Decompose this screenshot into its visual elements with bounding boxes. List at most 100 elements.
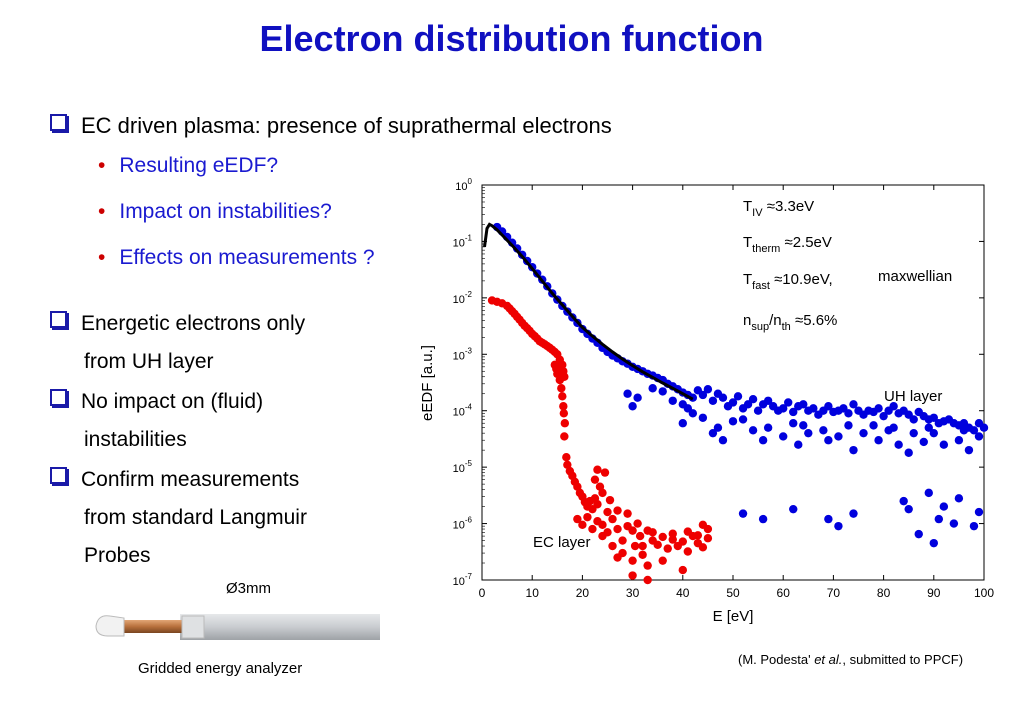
uh-data-point <box>799 400 808 409</box>
ec-data-point <box>643 575 652 585</box>
ec-data-point <box>560 419 570 428</box>
ec-data-point <box>668 535 677 544</box>
x-tick-label: 10 <box>526 586 540 600</box>
ec-data-point <box>635 531 645 541</box>
uh-data-point <box>939 440 949 449</box>
left-bullet-1: Energetic electrons only from UH layer <box>50 305 305 381</box>
bullet-dot-icon: • <box>98 154 106 177</box>
t-iv-annotation: TIV ≈3.3eV <box>743 198 814 219</box>
uh-data-point <box>859 428 868 438</box>
t-therm-annotation: Ttherm ≈2.5eV <box>743 234 832 255</box>
ec-data-point <box>668 529 677 538</box>
ec-data-point <box>559 409 569 418</box>
y-axis-label: eEDF [a.u.] <box>419 345 436 421</box>
left-bullet-text: instabilities <box>84 428 187 451</box>
uh-data-point <box>678 419 687 428</box>
x-tick-label: 40 <box>676 586 690 600</box>
ec-data-point <box>593 465 602 474</box>
left-bullet-text: Energetic electrons only <box>81 312 306 335</box>
uh-data-point <box>668 396 677 405</box>
x-tick-label: 20 <box>576 586 590 600</box>
uh-data-point <box>949 519 959 528</box>
x-tick-label: 70 <box>827 586 841 600</box>
ec-data-point <box>628 571 637 580</box>
ec-data-point <box>658 532 667 542</box>
uh-data-point <box>914 529 923 539</box>
ec-data-point <box>552 364 561 374</box>
bullet-dot-icon: • <box>98 246 106 269</box>
uh-data-point <box>954 494 964 503</box>
ec-data-point <box>562 453 571 462</box>
checkbox-bullet-icon <box>50 467 67 484</box>
uh-data-point <box>939 502 949 511</box>
left-bullet-text: No impact on (fluid) <box>81 390 264 413</box>
uh-data-point <box>824 514 833 524</box>
uh-data-point <box>924 423 933 432</box>
ec-data-point <box>600 468 610 477</box>
x-tick-labels: 0 10 20 30 40 50 60 70 80 90 100 <box>479 586 995 600</box>
sub-bullet-text: Effects on measurements ? <box>119 246 375 269</box>
sub-bullet-text: Resulting eEDF? <box>119 154 279 177</box>
ec-data-point <box>573 514 582 524</box>
x-tick-label: 80 <box>877 586 891 600</box>
maxwellian-label: maxwellian <box>878 268 952 285</box>
probe-diameter-label: Ø3mm <box>226 580 271 597</box>
uh-data-point <box>874 436 883 445</box>
uh-data-point <box>718 393 728 402</box>
uh-data-point <box>628 402 637 411</box>
y-tick-label: 10-4 <box>453 403 473 419</box>
ec-data-point <box>693 531 703 540</box>
checkbox-bullet-icon <box>50 389 67 406</box>
uh-data-point <box>789 419 798 428</box>
uh-data-point <box>849 509 858 518</box>
uh-data-point <box>909 415 918 424</box>
uh-data-point <box>824 402 833 411</box>
uh-data-point <box>909 428 918 438</box>
uh-data-point <box>753 406 763 415</box>
ec-data-point <box>703 534 713 543</box>
x-tick-label: 60 <box>777 586 791 600</box>
ec-data-point <box>555 375 565 385</box>
left-bullet-3: Confirm measurements from standard Langm… <box>50 461 307 575</box>
ec-data-point <box>560 432 569 441</box>
uh-data-point <box>728 398 738 407</box>
uh-data-point <box>698 413 708 422</box>
uh-data-point <box>658 387 667 396</box>
uh-data-point <box>763 423 773 432</box>
bullet-dot-icon: • <box>98 200 106 223</box>
ec-data-point <box>658 556 667 565</box>
uh-data-point <box>733 392 743 401</box>
uh-data-point <box>849 400 858 409</box>
left-bullet-text: from UH layer <box>84 350 214 373</box>
uh-data-point <box>698 390 708 400</box>
uh-data-point <box>899 496 908 506</box>
uh-data-point <box>758 514 768 524</box>
x-tick-label: 0 <box>479 586 486 600</box>
probe-image <box>95 614 380 640</box>
ec-data-point <box>678 537 687 546</box>
ec-data-point <box>683 547 693 556</box>
uh-data-point <box>819 426 828 435</box>
ec-data-point <box>613 524 622 534</box>
ec-data-point <box>578 520 587 530</box>
ec-data-point <box>583 512 592 522</box>
ec-data-point <box>618 536 627 545</box>
ec-data-point <box>653 540 662 550</box>
ec-data-point <box>559 402 568 411</box>
sub-bullet-2: • Impact on instabilities? <box>98 200 332 224</box>
left-bullet-2: No impact on (fluid) instabilities <box>50 383 263 459</box>
uh-data-point <box>929 428 938 438</box>
y-tick-label: 10-7 <box>453 572 473 588</box>
x-axis-label: E [eV] <box>713 608 754 625</box>
uh-data-point <box>748 394 758 404</box>
uh-data-point <box>969 426 979 435</box>
ec-data-point <box>588 524 597 534</box>
ec-data-point <box>638 541 647 551</box>
uh-data-point <box>763 396 773 405</box>
ec-data-point <box>628 556 637 565</box>
main-bullet-text: EC driven plasma: presence of supratherm… <box>81 113 612 138</box>
y-tick-label: 10-5 <box>453 459 473 475</box>
ec-data-point <box>608 541 617 551</box>
uh-data-point <box>703 385 713 394</box>
uh-data-point <box>799 421 808 430</box>
